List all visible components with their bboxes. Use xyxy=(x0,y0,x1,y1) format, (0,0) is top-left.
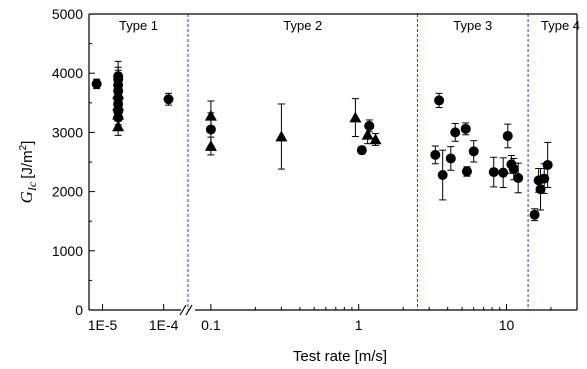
axis-break-mark xyxy=(179,304,187,316)
y-axis-unit: [J/m xyxy=(19,150,36,178)
y-tick-label: 0 xyxy=(75,302,83,318)
data-point-circle xyxy=(430,149,441,160)
x-axis-title: Test rate [m/s] xyxy=(293,348,387,365)
data-point-circle xyxy=(498,167,509,178)
data-point-circle xyxy=(356,145,367,156)
y-axis-unit-end: ] xyxy=(19,141,36,145)
y-axis-title: GIc [J/m2] xyxy=(17,141,39,204)
data-point-circle xyxy=(513,172,524,183)
region-label: Type 1 xyxy=(119,18,158,33)
labels: Test rate [m/s] GIc [J/m2] Type 1 Type 2 Ty… xyxy=(17,18,580,365)
axis-break-mark xyxy=(185,304,193,316)
error-bars xyxy=(93,60,552,222)
data-point-circle xyxy=(437,170,448,181)
x-tick-label: 1 xyxy=(355,317,363,333)
data-point-circle xyxy=(163,94,174,105)
y-tick-label: 1000 xyxy=(52,243,83,259)
data-point-circle xyxy=(508,164,519,175)
y-tick-label: 2000 xyxy=(52,184,83,200)
data-point-triangle xyxy=(204,109,217,121)
data-point-triangle xyxy=(349,111,362,123)
data-point-triangle xyxy=(112,108,125,120)
y-tick-label: 3000 xyxy=(52,124,83,140)
data-point-triangle xyxy=(275,130,288,142)
axes: 0 1000 2000 3000 4000 5000 1E-5 1E-4 0.1 1 10 xyxy=(52,6,578,333)
region-label: Type 4 xyxy=(541,18,580,33)
y-axis-unit-superscript: 2 xyxy=(18,144,29,150)
region-label: Type 3 xyxy=(453,18,492,33)
data-point-triangle xyxy=(361,128,374,140)
y-axis-subscript: Ic xyxy=(25,181,39,192)
region-dividers xyxy=(187,14,529,310)
data-point-circle xyxy=(461,166,472,177)
x-tick-label: 1E-4 xyxy=(149,317,179,333)
y-axis-symbol: G xyxy=(17,191,36,203)
x-tick-label: 0.1 xyxy=(201,317,221,333)
data-point-triangle xyxy=(112,87,125,99)
data-point-circle xyxy=(460,123,471,134)
data-point-circle xyxy=(364,120,375,131)
y-tick-label: 5000 xyxy=(52,6,83,22)
x-tick-label: 1E-5 xyxy=(88,317,118,333)
data-point-circle xyxy=(113,71,124,82)
data-point-circle xyxy=(450,127,461,138)
data-point-circle xyxy=(445,153,456,164)
data-point-circle xyxy=(529,209,540,220)
data-point-triangle xyxy=(112,120,125,132)
data-point-circle xyxy=(91,78,102,89)
data-point-circle xyxy=(468,146,479,157)
data-point-triangle xyxy=(112,99,125,111)
region-label: Type 2 xyxy=(283,18,322,33)
data-point-circle xyxy=(542,159,553,170)
data-markers xyxy=(91,71,553,220)
data-point-triangle xyxy=(369,133,382,145)
data-point-circle xyxy=(539,173,550,184)
data-point-circle xyxy=(502,130,513,141)
data-point-circle xyxy=(488,167,499,178)
data-point-circle xyxy=(434,95,445,106)
data-point-circle xyxy=(535,184,546,195)
data-point-triangle xyxy=(204,140,217,151)
data-point-circle xyxy=(205,124,216,135)
y-tick-label: 4000 xyxy=(52,65,83,81)
x-tick-label: 10 xyxy=(499,317,515,333)
